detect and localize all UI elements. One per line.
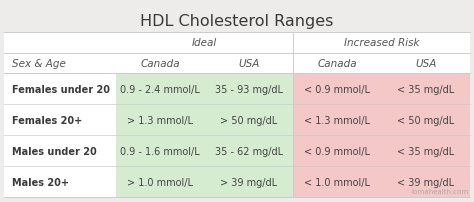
Text: 0.9 - 1.6 mmol/L: 0.9 - 1.6 mmol/L [120,146,200,156]
Text: Females 20+: Females 20+ [12,115,82,125]
Text: lornahealth.com: lornahealth.com [411,188,468,194]
Text: < 1.3 mmol/L: < 1.3 mmol/L [304,115,370,125]
Text: Canada: Canada [140,59,180,69]
Text: HDL Cholesterol Ranges: HDL Cholesterol Ranges [140,14,334,29]
Text: < 35 mg/dL: < 35 mg/dL [397,146,455,156]
Text: Males 20+: Males 20+ [12,177,69,187]
Text: < 0.9 mmol/L: < 0.9 mmol/L [304,84,370,94]
Text: Sex & Age: Sex & Age [12,59,66,69]
Text: < 1.0 mmol/L: < 1.0 mmol/L [304,177,370,187]
Text: Increased Risk: Increased Risk [344,38,419,48]
Text: Males under 20: Males under 20 [12,146,97,156]
Text: > 39 mg/dL: > 39 mg/dL [220,177,277,187]
Text: < 35 mg/dL: < 35 mg/dL [397,84,455,94]
Text: < 0.9 mmol/L: < 0.9 mmol/L [304,146,370,156]
Text: 35 - 62 mg/dL: 35 - 62 mg/dL [215,146,283,156]
Text: Females under 20: Females under 20 [12,84,110,94]
Text: > 1.0 mmol/L: > 1.0 mmol/L [127,177,193,187]
Text: USA: USA [415,59,437,69]
Text: Canada: Canada [318,59,357,69]
Text: < 39 mg/dL: < 39 mg/dL [397,177,454,187]
Text: 0.9 - 2.4 mmol/L: 0.9 - 2.4 mmol/L [120,84,200,94]
Text: > 50 mg/dL: > 50 mg/dL [220,115,277,125]
Text: < 50 mg/dL: < 50 mg/dL [397,115,455,125]
Text: > 1.3 mmol/L: > 1.3 mmol/L [127,115,193,125]
Text: 35 - 93 mg/dL: 35 - 93 mg/dL [215,84,283,94]
Text: USA: USA [238,59,259,69]
Text: Ideal: Ideal [192,38,217,48]
